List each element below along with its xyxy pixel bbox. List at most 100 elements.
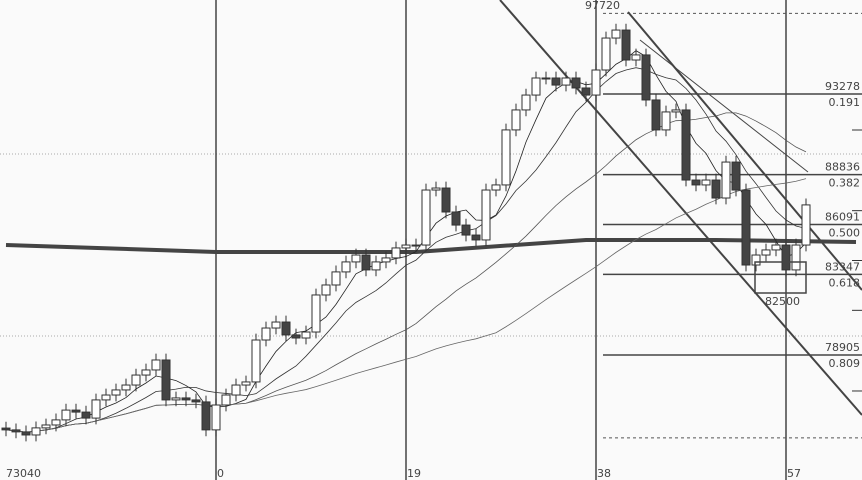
long-moving-average <box>5 237 857 254</box>
candle-down <box>651 99 661 131</box>
candle-up <box>801 204 811 246</box>
candle-down <box>1 427 11 431</box>
candle-up <box>251 339 261 383</box>
candle-up <box>771 244 781 251</box>
candle-down <box>571 77 581 89</box>
candle-down <box>451 211 461 226</box>
candle-down <box>181 397 191 401</box>
candle-up <box>101 394 111 401</box>
candle-up <box>411 244 421 247</box>
candle-up <box>601 37 611 71</box>
candle-down <box>11 429 21 433</box>
candle-up <box>661 111 671 131</box>
candle-down <box>461 224 471 236</box>
candle-down <box>711 179 721 199</box>
candle-up <box>591 69 601 96</box>
candle-down <box>681 109 691 181</box>
x-tick-label: 73040 <box>6 467 41 480</box>
fib-ratio-label: 0.191 <box>829 96 861 109</box>
channel-line-upper <box>627 11 862 291</box>
candle-up <box>701 179 711 186</box>
candle-up <box>481 189 491 241</box>
candle-up <box>351 254 361 263</box>
trend-line-thin <box>639 39 809 173</box>
candle-up <box>61 409 71 421</box>
fib-ratio-label: 0.500 <box>829 227 861 240</box>
candle-up <box>231 384 241 396</box>
low-box <box>754 261 807 294</box>
low-box-label: 82500 <box>765 295 800 308</box>
moving-average-5 <box>5 50 807 433</box>
candle-down <box>741 189 751 266</box>
candle-down <box>161 359 171 401</box>
candle-down <box>441 187 451 213</box>
fib-price-label: 86091 <box>825 211 860 224</box>
candle-down <box>191 399 201 403</box>
x-tick-label: 19 <box>407 467 421 480</box>
candle-up <box>121 384 131 391</box>
candle-up <box>131 374 141 386</box>
x-tick-label: 38 <box>597 467 611 480</box>
candle-up <box>151 359 161 371</box>
fib-price-label: 78905 <box>825 341 860 354</box>
moving-average-10 <box>5 67 807 433</box>
candle-up <box>221 394 231 406</box>
candle-up <box>501 129 511 186</box>
candle-up <box>301 331 311 339</box>
candle-down <box>621 29 631 61</box>
candle-up <box>541 77 551 80</box>
candle-up <box>521 94 531 111</box>
candle-up <box>261 327 271 341</box>
candle-down <box>201 401 211 431</box>
moving-average-50 <box>5 178 807 433</box>
candle-down <box>81 411 91 419</box>
fib-ratio-label: 0.809 <box>829 357 861 370</box>
fib-price-label: 88836 <box>825 161 860 174</box>
candle-up <box>531 77 541 96</box>
candle-up <box>211 404 221 431</box>
candle-up <box>381 257 391 263</box>
candle-up <box>371 261 381 271</box>
x-tick-label: 0 <box>217 467 224 480</box>
candle-up <box>331 271 341 286</box>
candle-down <box>361 254 371 271</box>
candle-up <box>171 397 181 401</box>
candle-down <box>641 54 651 101</box>
candle-up <box>321 284 331 296</box>
candle-up <box>561 77 571 86</box>
candle-up <box>511 109 521 131</box>
candle-down <box>71 409 81 413</box>
candle-up <box>721 161 731 199</box>
candle-up <box>761 249 771 256</box>
candle-down <box>21 431 31 436</box>
candle-up <box>51 419 61 426</box>
candle-up <box>491 184 501 191</box>
candle-up <box>421 189 431 246</box>
candle-up <box>31 427 41 436</box>
candle-up <box>311 294 321 333</box>
channel-line-lower <box>499 0 862 416</box>
candle-up <box>271 321 281 329</box>
fib-price-label: 93278 <box>825 80 860 93</box>
x-tick-label: 57 <box>787 467 801 480</box>
candle-up <box>391 247 401 259</box>
candle-down <box>691 179 701 186</box>
candle-up <box>241 381 251 386</box>
candle-up <box>401 244 411 249</box>
candle-down <box>291 334 301 339</box>
candle-down <box>731 161 741 191</box>
candle-up <box>341 261 351 273</box>
candle-up <box>111 389 121 396</box>
candle-down <box>281 321 291 336</box>
candle-up <box>751 254 761 266</box>
candle-up <box>141 369 151 376</box>
candle-up <box>791 244 801 271</box>
high-label: 97720 <box>585 0 620 12</box>
candle-up <box>91 399 101 419</box>
candle-up <box>41 424 51 429</box>
fib-ratio-label: 0.382 <box>829 177 861 190</box>
candle-up <box>671 109 681 113</box>
candle-down <box>581 87 591 96</box>
